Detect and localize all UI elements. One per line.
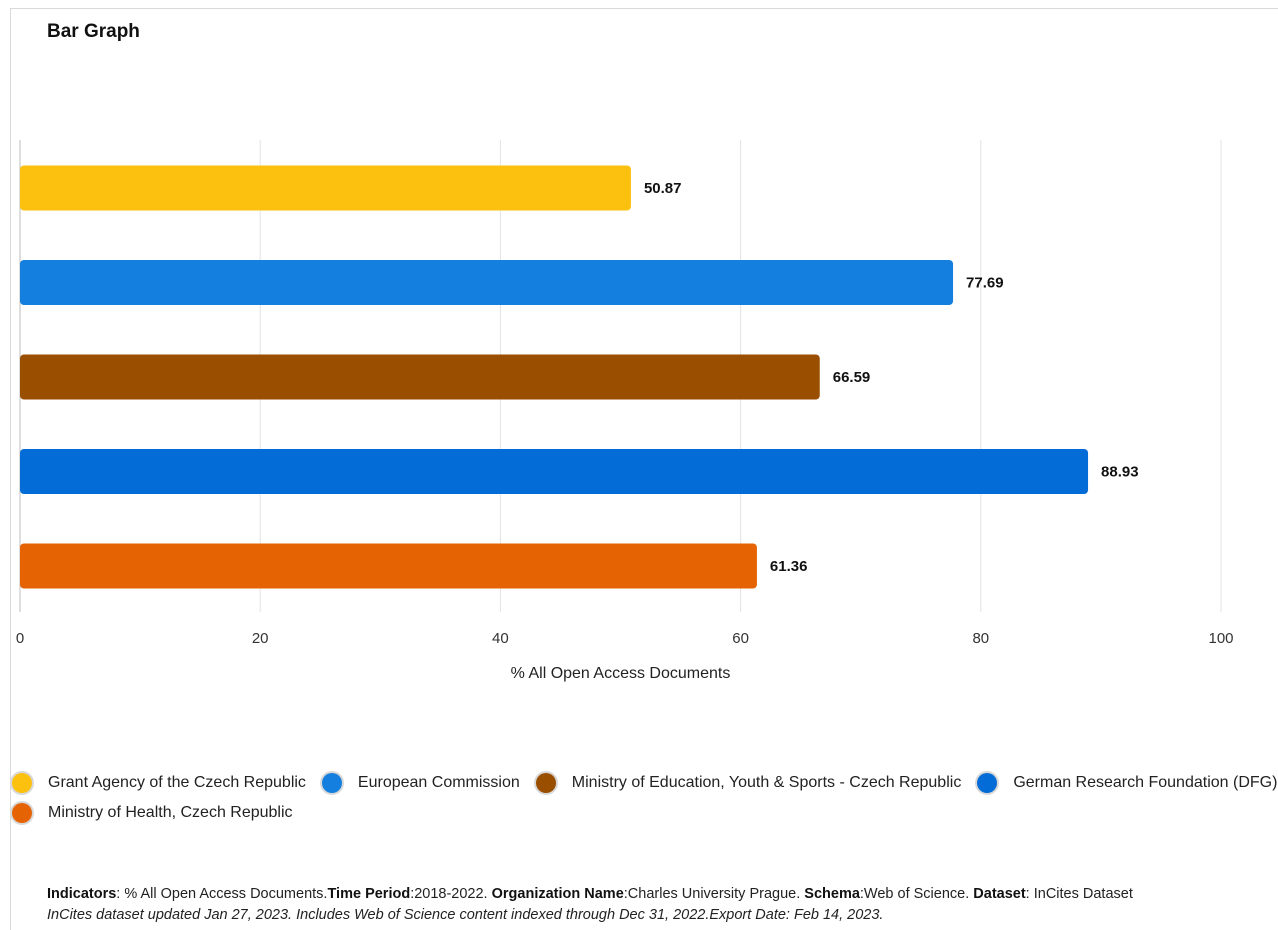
footer-field-value: : % All Open Access Documents. — [116, 886, 328, 902]
footer-field-value: :2018-2022. — [410, 886, 492, 902]
legend-item[interactable]: Grant Agency of the Czech Republic — [12, 770, 306, 796]
bar[interactable] — [20, 449, 1089, 494]
x-tick-label: 20 — [252, 630, 269, 647]
data-label: 88.93 — [1101, 464, 1139, 481]
bar[interactable] — [20, 543, 757, 589]
legend-item[interactable]: Ministry of Health, Czech Republic — [12, 800, 293, 826]
footer-field-value: : InCites Dataset — [1025, 886, 1133, 902]
bar-chart: 50.87 77.69 66.59 88.93 61.36 0 20 40 60 80 100 %… — [16, 140, 1234, 682]
chart-panel — [10, 8, 1278, 930]
footer-field-label: Organization Name — [491, 886, 624, 902]
legend-swatch — [321, 773, 342, 793]
bar[interactable] — [20, 354, 820, 400]
data-label: 61.36 — [770, 558, 808, 575]
legend-swatch — [977, 773, 998, 793]
data-label: 66.59 — [833, 369, 871, 386]
footer-dataset-note: InCites dataset updated Jan 27, 2023. In… — [47, 907, 884, 923]
bar[interactable] — [20, 165, 631, 211]
data-label: 77.69 — [966, 275, 1004, 292]
data-label: 50.87 — [644, 180, 682, 197]
x-tick-label: 100 — [1208, 630, 1233, 647]
chart-legend: Grant Agency of the Czech Republic Europe… — [12, 770, 1278, 826]
legend-item[interactable]: German Research Foundation (DFG) — [977, 770, 1277, 796]
legend-label: European Commission — [357, 774, 520, 791]
footer-notes: Indicators: % All Open Access Documents.… — [47, 884, 1275, 926]
legend-swatch — [12, 773, 32, 793]
footer-field-value: :Web of Science. — [859, 886, 974, 902]
x-tick-label: 60 — [732, 630, 749, 647]
legend-item[interactable]: European Commission — [321, 770, 520, 796]
footer-field-label: Indicators — [47, 886, 117, 902]
footer-field-label: Dataset — [973, 886, 1026, 902]
legend-label: Grant Agency of the Czech Republic — [48, 774, 306, 791]
x-tick-label: 0 — [16, 630, 24, 647]
x-tick-label: 40 — [492, 630, 509, 647]
footer-field-value: :Charles University Prague. — [623, 886, 805, 902]
x-tick-label: 80 — [972, 630, 989, 647]
legend-label: Ministry of Education, Youth & Sports - … — [571, 774, 962, 791]
x-axis-label: % All Open Access Documents — [511, 665, 731, 682]
footer-field-label: Time Period — [327, 886, 411, 902]
legend-swatch — [535, 773, 556, 793]
bar[interactable] — [20, 260, 954, 305]
legend-label: Ministry of Health, Czech Republic — [48, 804, 293, 821]
footer-field-label: Schema — [804, 886, 860, 902]
legend-swatch — [12, 803, 32, 823]
legend-label: German Research Foundation (DFG) — [1013, 774, 1278, 791]
chart-title: Bar Graph — [47, 21, 140, 42]
footer-indicators: Indicators: % All Open Access Documents.… — [47, 884, 1275, 905]
legend-item[interactable]: Ministry of Education, Youth & Sports - … — [535, 770, 962, 796]
